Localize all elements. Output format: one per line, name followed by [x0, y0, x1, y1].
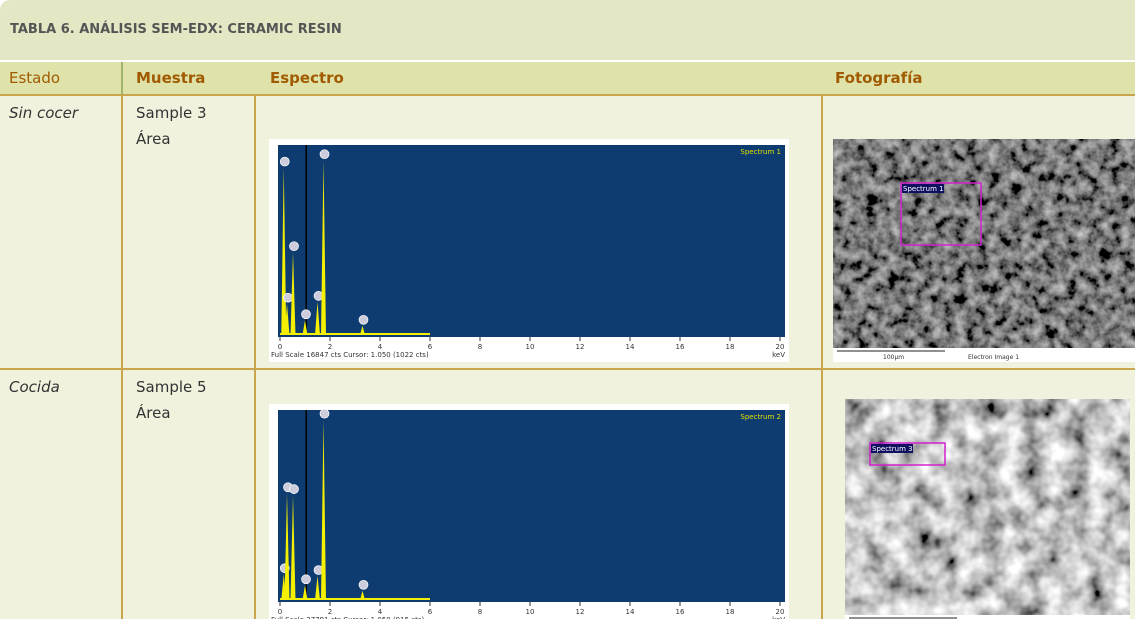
- axis-tick-label: 12: [576, 343, 585, 351]
- sample-cell: Sample 3: [136, 100, 207, 126]
- sem-photo: Spectrum 3100µmElectron Image 1: [845, 399, 1130, 619]
- peak-marker: [302, 575, 311, 584]
- title-bar: TABLA 6. ANÁLISIS SEM-EDX: CERAMIC RESIN: [0, 0, 1135, 62]
- spectrum-label: Spectrum 2: [740, 413, 781, 421]
- peak-marker: [280, 157, 289, 166]
- axis-tick-label: 2: [328, 343, 332, 351]
- axis-tick-label: 18: [726, 343, 735, 351]
- table-page: TABLA 6. ANÁLISIS SEM-EDX: CERAMIC RESIN…: [0, 0, 1135, 619]
- column-divider: [254, 370, 256, 619]
- table-title: TABLA 6. ANÁLISIS SEM-EDX: CERAMIC RESIN: [10, 22, 342, 37]
- sample-cell: Área: [136, 126, 171, 152]
- axis-tick-label: 14: [626, 343, 635, 351]
- peak-marker: [359, 580, 368, 589]
- sample-cell: Área: [136, 400, 171, 426]
- peak-marker: [302, 310, 311, 319]
- axis-tick-label: 0: [278, 608, 282, 616]
- axis-tick-label: 20: [776, 608, 785, 616]
- header-cell: Espectro: [270, 69, 344, 87]
- scale-label: 100µm: [883, 354, 904, 361]
- analysis-label: Spectrum 3: [872, 445, 913, 453]
- axis-tick-label: 18: [726, 608, 735, 616]
- axis-tick-label: 14: [626, 608, 635, 616]
- axis-tick-label: 2: [328, 608, 332, 616]
- peak-marker: [359, 315, 368, 324]
- sample-cell: Sample 5: [136, 374, 207, 400]
- column-divider: [254, 96, 256, 370]
- axis-tick-label: 8: [478, 343, 482, 351]
- state-cell: Cocida: [9, 374, 60, 400]
- column-divider: [121, 370, 123, 619]
- axis-tick-label: 20: [776, 343, 785, 351]
- column-divider: [821, 370, 823, 619]
- axis-tick-label: 16: [676, 343, 685, 351]
- header-cell: Muestra: [136, 69, 205, 87]
- axis-tick-label: 12: [576, 608, 585, 616]
- photo-texture: [845, 399, 1130, 615]
- peak-marker: [320, 409, 329, 418]
- column-divider: [821, 96, 823, 370]
- axis-tick-label: 10: [526, 608, 535, 616]
- photo-caption: Electron Image 1: [968, 354, 1019, 361]
- column-divider: [121, 62, 123, 94]
- axis-unit: keV: [772, 351, 785, 359]
- header-row: Estado Muestra Espectro Fotografía: [0, 62, 1135, 94]
- header-cell: Estado: [9, 69, 60, 87]
- axis-tick-label: 16: [676, 608, 685, 616]
- axis-tick-label: 0: [278, 343, 282, 351]
- baseline-noise: [280, 333, 430, 335]
- axis-tick-label: 10: [526, 343, 535, 351]
- axis-tick-label: 6: [428, 608, 433, 616]
- axis-tick-label: 4: [378, 608, 383, 616]
- sem-photo: Spectrum 1 100µm Electron Image 1: [833, 139, 1135, 362]
- spectrum-footer: Full Scale 16847 cts Cursor: 1.050 (1022…: [271, 351, 429, 359]
- peak-marker: [290, 485, 299, 494]
- state-cell: Sin cocer: [9, 100, 78, 126]
- plot-area: [278, 410, 785, 602]
- peak-marker: [284, 293, 293, 302]
- analysis-label: Spectrum 1: [903, 185, 944, 193]
- spectrum-label: Spectrum 1: [740, 148, 781, 156]
- plot-area: [278, 145, 785, 337]
- axis-tick-label: 6: [428, 343, 433, 351]
- column-divider: [121, 96, 123, 370]
- peak-marker: [290, 242, 299, 251]
- header-cell: Fotografía: [835, 69, 922, 87]
- axis-tick-label: 8: [478, 608, 482, 616]
- baseline-noise: [280, 598, 430, 600]
- axis-tick-label: 4: [378, 343, 383, 351]
- photo-texture: [833, 139, 1135, 348]
- peak-marker: [320, 150, 329, 159]
- spectrum-image: Spectrum 202468101214161820keVFull Scale…: [269, 404, 789, 619]
